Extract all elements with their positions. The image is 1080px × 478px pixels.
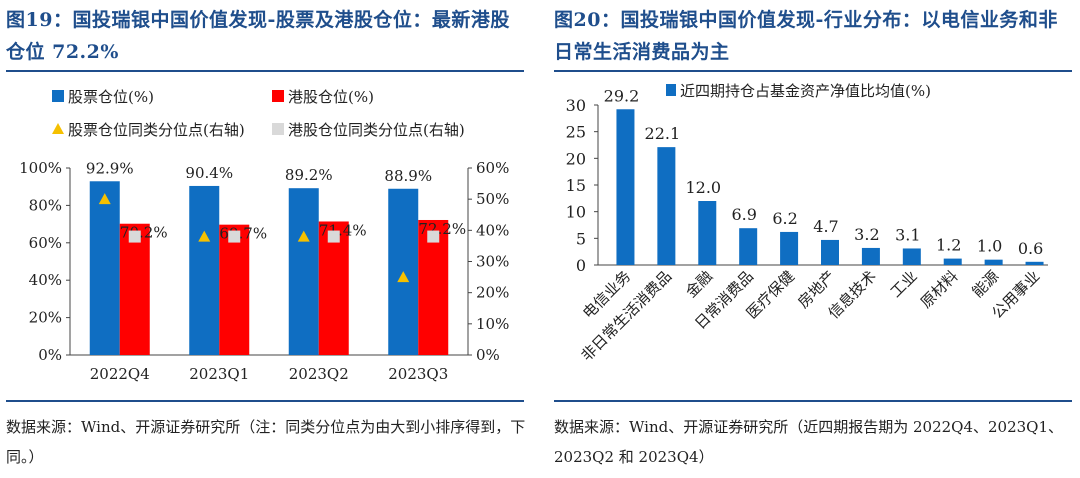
right-y-tick-label: 20%	[476, 284, 509, 302]
left-title-rule	[6, 70, 524, 72]
data-label-value: 0.6	[1018, 239, 1043, 258]
left-y-tick-label: 60%	[29, 234, 62, 252]
y-tick-label: 20	[566, 149, 586, 168]
bar-hk-position	[219, 224, 250, 355]
data-label-stock-position: 89.2%	[285, 166, 333, 184]
data-label-hk-position: 72.2%	[418, 220, 466, 238]
x-tick-label-industry: 原材料	[917, 267, 962, 312]
legend-swatch-1	[52, 90, 64, 102]
bar-hk-position	[119, 223, 150, 355]
data-label-value: 1.0	[977, 237, 1002, 256]
legend-square-marker	[272, 123, 284, 135]
data-label-stock-position: 92.9%	[86, 159, 134, 177]
data-label-value: 3.2	[854, 225, 879, 244]
data-label-value: 6.9	[731, 205, 756, 224]
left-y-tick-label: 80%	[29, 196, 62, 214]
x-tick-label: 2022Q4	[90, 365, 150, 383]
bar-industry	[780, 231, 799, 265]
position-chart: 股票仓位(%) 港股仓位(%) 股票仓位同类分位点(右轴) 港股仓位同类分位点(右轴)…	[19, 88, 509, 383]
y-tick-label: 15	[566, 176, 586, 195]
x-tick-label: 2023Q3	[388, 365, 448, 383]
data-label-stock-position: 88.9%	[384, 167, 432, 185]
legend-triangle-marker	[52, 123, 64, 134]
left-y-tick-label: 20%	[29, 309, 62, 327]
legend-swatch-2	[272, 90, 284, 102]
bar-industry	[821, 239, 839, 265]
bar-industry	[943, 258, 962, 265]
data-label-value: 4.7	[813, 217, 838, 236]
right-y-tick-label: 40%	[476, 221, 509, 239]
data-label-value: 1.2	[936, 236, 961, 255]
data-label-hk-position: 70.2%	[120, 224, 168, 242]
right-figure-panel: 图20：国投瑞银中国价值发现-行业分布：以电信业务和非日常生活消费品为主 近四期…	[548, 0, 1078, 478]
legend-label-4: 港股仓位同类分位点(右轴)	[288, 121, 465, 139]
right-source-note: 数据来源：Wind、开源证券研究所（近四期报告期为 2022Q4、2023Q1、…	[554, 418, 1064, 466]
bar-industry	[616, 109, 635, 265]
right-y-tick-label: 30%	[476, 253, 509, 271]
marker-stock-percentile	[297, 230, 310, 242]
marker-hk-percentile	[228, 230, 241, 243]
data-label-hk-position: 71.4%	[319, 221, 367, 239]
marker-hk-percentile	[327, 230, 340, 243]
right-y-tick-label: 10%	[476, 315, 509, 333]
x-tick-label-industry: 工业	[887, 267, 921, 301]
bar-industry	[1025, 261, 1044, 265]
y-tick-label: 5	[576, 229, 586, 248]
marker-hk-percentile	[128, 230, 141, 243]
y-tick-label: 0	[576, 256, 586, 275]
legend-label-3: 股票仓位同类分位点(右轴)	[68, 121, 245, 139]
left-figure-title: 图19：国投瑞银中国价值发现-股票及港股仓位：最新港股仓位 72.2%	[6, 9, 510, 63]
data-label-value: 22.1	[645, 124, 681, 143]
bar-industry	[861, 247, 880, 265]
legend-label-1: 股票仓位(%)	[68, 88, 154, 106]
right-y-tick-label: 0%	[476, 346, 500, 364]
bar-stock-position	[189, 185, 220, 355]
left-source-note: 数据来源：Wind、开源证券研究所（注：同类分位点为由大到小排序得到，下同。）	[6, 418, 526, 466]
bar-stock-position	[288, 188, 319, 355]
bar-industry	[902, 248, 921, 265]
industry-chart: 近四期持仓占基金资产净值比均值(%)05101520253029.2电信业务22…	[566, 82, 1048, 365]
right-y-tick-label: 50%	[476, 190, 509, 208]
right-title-rule	[554, 70, 1072, 72]
right-y-tick-label: 60%	[476, 159, 509, 177]
marker-stock-percentile	[198, 230, 211, 242]
left-y-tick-label: 100%	[19, 159, 62, 177]
right-figure-title: 图20：国投瑞银中国价值发现-行业分布：以电信业务和非日常生活消费品为主	[554, 9, 1058, 63]
bar-industry	[984, 259, 1003, 265]
data-label-value: 6.2	[772, 209, 797, 228]
data-label-value: 29.2	[604, 86, 640, 105]
legend-swatch	[666, 84, 676, 96]
marker-stock-percentile	[98, 193, 111, 205]
legend-label: 近四期持仓占基金资产净值比均值(%)	[680, 82, 931, 100]
left-y-tick-label: 0%	[38, 346, 62, 364]
left-figure-panel: 图19：国投瑞银中国价值发现-股票及港股仓位：最新港股仓位 72.2% 股票仓位…	[0, 0, 530, 478]
bar-industry	[657, 147, 676, 265]
x-tick-label-industry: 金融	[682, 267, 716, 301]
bar-stock-position	[89, 181, 120, 355]
left-source-rule	[6, 400, 524, 402]
legend-label-2: 港股仓位(%)	[288, 88, 374, 106]
data-label-stock-position: 90.4%	[185, 164, 233, 182]
y-tick-label: 10	[566, 203, 586, 222]
y-tick-label: 25	[566, 123, 586, 142]
data-label-value: 12.0	[685, 178, 721, 197]
bar-hk-position	[318, 221, 349, 355]
bar-industry	[698, 201, 717, 265]
marker-stock-percentile	[397, 271, 410, 283]
right-source-rule	[554, 400, 1072, 402]
marker-hk-percentile	[427, 230, 440, 243]
y-tick-label: 30	[566, 96, 586, 115]
bar-industry	[739, 228, 758, 265]
data-label-hk-position: 69.7%	[219, 225, 267, 243]
x-tick-label: 2023Q1	[189, 365, 249, 383]
left-y-tick-label: 40%	[29, 271, 62, 289]
x-tick-label: 2023Q2	[289, 365, 349, 383]
x-tick-label-industry: 能源	[969, 267, 1003, 301]
data-label-value: 3.1	[895, 225, 920, 244]
